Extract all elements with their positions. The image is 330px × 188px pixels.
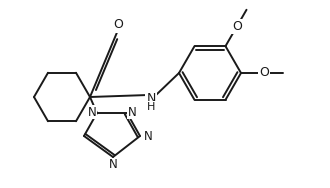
Text: N: N bbox=[146, 92, 156, 105]
Text: N: N bbox=[144, 130, 152, 143]
Text: H: H bbox=[147, 102, 155, 112]
Text: O: O bbox=[232, 20, 242, 33]
Text: O: O bbox=[113, 18, 123, 32]
Text: N: N bbox=[88, 105, 96, 118]
Text: N: N bbox=[109, 158, 117, 171]
Text: O: O bbox=[259, 67, 269, 80]
Text: N: N bbox=[128, 105, 136, 118]
